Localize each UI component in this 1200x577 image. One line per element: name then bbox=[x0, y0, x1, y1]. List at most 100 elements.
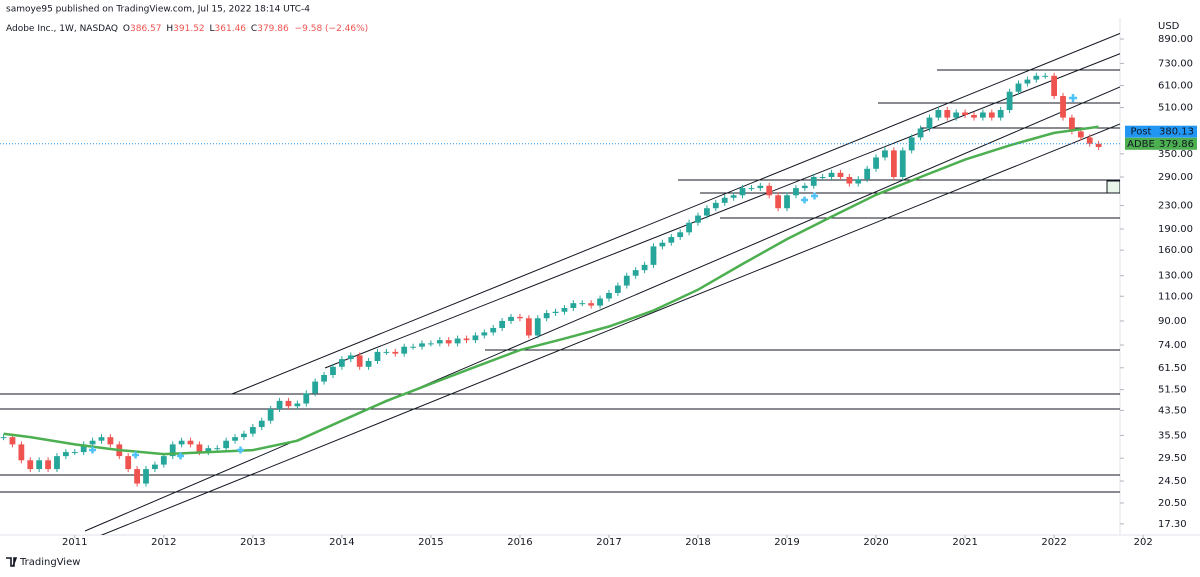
candle-body bbox=[908, 137, 915, 151]
currency: USD bbox=[1158, 21, 1180, 32]
candle-body bbox=[205, 448, 212, 453]
candle-body bbox=[285, 400, 292, 407]
candle-body bbox=[917, 128, 924, 138]
candle-body bbox=[392, 351, 399, 354]
candle-body bbox=[27, 460, 34, 470]
candle-body bbox=[18, 444, 25, 461]
y-tick-label: 74.00 bbox=[1158, 340, 1187, 351]
candle-body bbox=[356, 355, 363, 367]
candle-body bbox=[704, 208, 710, 216]
candle-body bbox=[294, 403, 301, 407]
moving-average bbox=[3, 125, 1099, 456]
x-tick-label: 2020 bbox=[863, 537, 888, 548]
y-tick-label: 51.50 bbox=[1158, 385, 1187, 396]
candle-body bbox=[143, 469, 149, 484]
open-label: O bbox=[123, 24, 130, 34]
price-tag-value: 380.13 bbox=[1159, 127, 1194, 138]
price-tag-value: 379.86 bbox=[1159, 139, 1194, 150]
candle-body bbox=[988, 112, 995, 118]
published-line: samoye95 published on TradingView.com, J… bbox=[6, 5, 310, 15]
price-tag-label: ADBE bbox=[1127, 139, 1155, 150]
y-tick-label: 35.50 bbox=[1158, 430, 1187, 441]
candle-body bbox=[1042, 75, 1049, 77]
y-tick-label: 160.00 bbox=[1158, 245, 1193, 256]
change: −9.58 (−2.46%) bbox=[295, 24, 369, 34]
candle-body bbox=[267, 408, 274, 421]
candle-body bbox=[748, 188, 755, 190]
y-tick-label: 20.50 bbox=[1158, 498, 1187, 509]
candle-body bbox=[864, 168, 871, 180]
y-tick-label: 730.00 bbox=[1158, 58, 1193, 69]
price-tag bbox=[1125, 137, 1157, 150]
price-tag bbox=[1157, 125, 1197, 138]
series-layer bbox=[0, 72, 1102, 487]
candle-body bbox=[597, 298, 603, 306]
candle-body bbox=[997, 109, 1004, 118]
candle-body bbox=[436, 340, 443, 344]
candle-body bbox=[846, 176, 853, 184]
x-tick-label: 2019 bbox=[774, 537, 799, 548]
candle-body bbox=[935, 109, 942, 118]
y-tick-label: 190.00 bbox=[1158, 224, 1193, 235]
candle-body bbox=[89, 440, 96, 445]
candle-body bbox=[107, 437, 114, 445]
candle-body bbox=[971, 115, 977, 118]
low-label: L bbox=[210, 24, 215, 34]
y-tick-label: 290.00 bbox=[1158, 172, 1193, 183]
x-tick-label: 202 bbox=[1134, 537, 1153, 548]
candle-body bbox=[0, 437, 7, 439]
candle-body bbox=[632, 270, 639, 276]
candle-body bbox=[374, 351, 381, 361]
candle-body bbox=[232, 437, 238, 441]
y-tick-label: 29.50 bbox=[1158, 453, 1187, 464]
candle-body bbox=[686, 222, 692, 233]
x-tick-label: 2016 bbox=[507, 537, 532, 548]
candle-body bbox=[641, 264, 648, 271]
candle-body bbox=[383, 351, 390, 353]
candle-body bbox=[410, 346, 416, 348]
candle-body bbox=[508, 316, 514, 321]
high-label: H bbox=[166, 24, 173, 34]
candle-body bbox=[980, 112, 986, 118]
candle-body bbox=[944, 109, 951, 118]
candle-body bbox=[214, 448, 221, 450]
candle-body bbox=[428, 343, 434, 345]
x-tick-label: 2021 bbox=[952, 537, 977, 548]
y-tick-label: 43.50 bbox=[1158, 405, 1187, 416]
candle-body bbox=[152, 464, 158, 470]
candle-body bbox=[347, 355, 354, 360]
zone-box bbox=[1106, 180, 1120, 194]
candle-body bbox=[187, 440, 194, 445]
x-tick-label: 2011 bbox=[62, 537, 87, 548]
candle-body bbox=[525, 318, 532, 336]
candle-body bbox=[71, 452, 78, 454]
y-tick-label: 510.00 bbox=[1158, 103, 1193, 114]
candle-body bbox=[695, 215, 701, 223]
candle-body bbox=[730, 195, 737, 198]
candle-body bbox=[321, 375, 327, 382]
x-tick-label: 2017 bbox=[596, 537, 621, 548]
candle-body bbox=[659, 242, 666, 247]
candle-body bbox=[775, 195, 782, 209]
candle-body bbox=[784, 195, 790, 209]
y-tick-label: 110.00 bbox=[1158, 291, 1193, 302]
candle-body bbox=[588, 303, 595, 306]
candle-body bbox=[899, 150, 906, 177]
trend-line bbox=[100, 123, 1120, 535]
candle-body bbox=[303, 393, 310, 404]
candle-body bbox=[249, 427, 256, 434]
candle-body bbox=[579, 303, 586, 305]
legend-line: Adobe Inc., 1W, NASDAQ O386.57 H391.52 L… bbox=[6, 24, 368, 34]
trend-line bbox=[324, 53, 1120, 369]
low: 361.46 bbox=[215, 24, 247, 34]
candle-body bbox=[810, 176, 817, 186]
candle-body bbox=[338, 359, 345, 367]
candle-body bbox=[721, 197, 728, 203]
candle-body bbox=[1006, 91, 1013, 110]
candle-body bbox=[873, 157, 879, 169]
candle-body bbox=[882, 150, 888, 158]
candle-body bbox=[169, 444, 176, 457]
y-tick-label: 90.00 bbox=[1158, 316, 1187, 327]
candle-body bbox=[1051, 75, 1058, 97]
